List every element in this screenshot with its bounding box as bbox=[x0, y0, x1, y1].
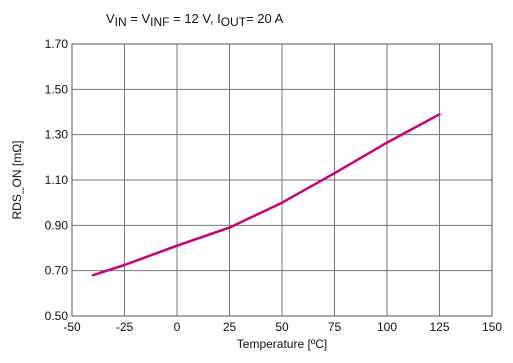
title-text: = V bbox=[127, 11, 151, 26]
x-tick-labels: -50 -25 0 25 50 75 100 125 150 bbox=[63, 320, 502, 334]
y-tick-label: 0.50 bbox=[45, 309, 69, 323]
title-subscript: IN bbox=[115, 15, 127, 29]
title-text: = 12 V, I bbox=[170, 11, 221, 26]
y-tick-label: 1.70 bbox=[45, 37, 69, 51]
y-axis-label: RDS_ON [mΩ] bbox=[10, 141, 24, 220]
x-tick-label: 25 bbox=[223, 320, 237, 334]
x-tick-label: -50 bbox=[63, 320, 81, 334]
grid bbox=[72, 44, 492, 316]
y-tick-label: 1.30 bbox=[45, 128, 69, 142]
x-tick-label: 125 bbox=[429, 320, 449, 334]
plot-frame bbox=[71, 43, 493, 317]
title-subscript: INF bbox=[150, 15, 169, 29]
x-axis-label: Temperature [ºC] bbox=[237, 337, 327, 351]
x-tick-label: -25 bbox=[116, 320, 134, 334]
title-subscript: OUT bbox=[221, 15, 247, 29]
y-tick-label: 0.70 bbox=[45, 264, 69, 278]
x-tick-label: 50 bbox=[275, 320, 289, 334]
title-text: V bbox=[106, 11, 115, 26]
y-tick-labels: 0.50 0.70 0.90 1.10 1.30 1.50 1.70 bbox=[45, 37, 69, 323]
chart-title: VIN = VINF = 12 V, IOUT= 20 A bbox=[106, 11, 284, 29]
y-tick-label: 1.50 bbox=[45, 82, 69, 96]
series-layer bbox=[91, 113, 441, 277]
x-tick-label: 100 bbox=[377, 320, 397, 334]
x-tick-label: 0 bbox=[174, 320, 181, 334]
series-line-0 bbox=[91, 113, 441, 277]
y-tick-label: 1.10 bbox=[45, 173, 69, 187]
x-tick-label: 75 bbox=[328, 320, 342, 334]
x-tick-label: 150 bbox=[482, 320, 502, 334]
y-tick-label: 0.90 bbox=[45, 218, 69, 232]
title-text: = 20 A bbox=[246, 11, 284, 26]
